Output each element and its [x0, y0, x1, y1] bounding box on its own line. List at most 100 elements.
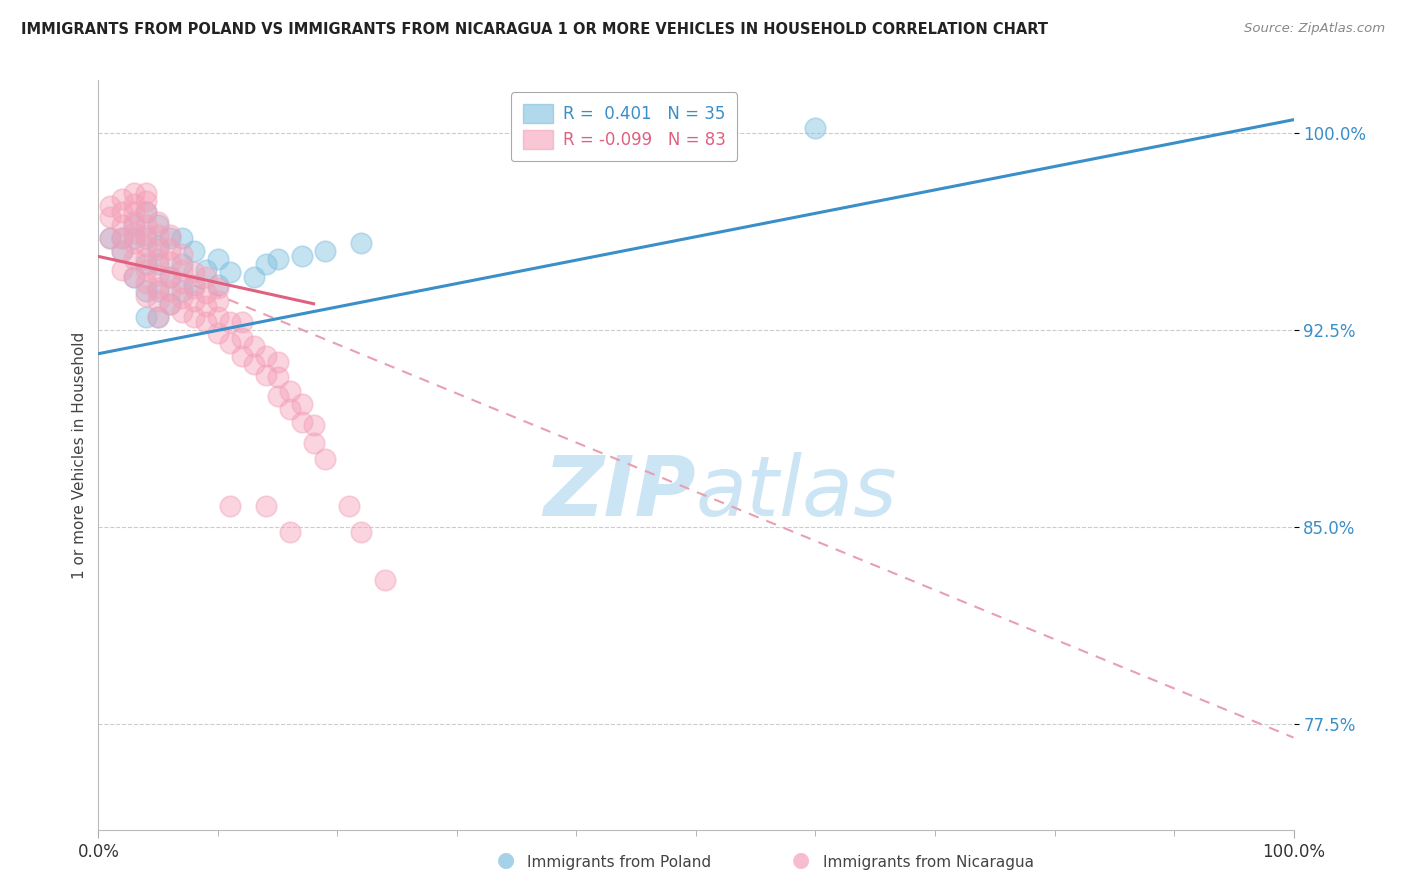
Point — [98, 231, 122, 245]
Point — [278, 401, 301, 416]
Point — [148, 268, 170, 282]
Point — [135, 231, 157, 245]
Point — [135, 218, 157, 232]
Point — [195, 262, 218, 277]
Point — [148, 310, 170, 324]
Point — [207, 281, 229, 295]
Point — [135, 186, 157, 201]
Point — [172, 276, 194, 290]
Point — [172, 292, 194, 306]
Point — [159, 254, 181, 268]
Point — [135, 262, 157, 277]
Point — [124, 204, 146, 219]
Text: IMMIGRANTS FROM POLAND VS IMMIGRANTS FROM NICARAGUA 1 OR MORE VEHICLES IN HOUSEH: IMMIGRANTS FROM POLAND VS IMMIGRANTS FRO… — [21, 22, 1047, 37]
Point — [172, 284, 194, 298]
Point — [135, 310, 157, 324]
Point — [183, 278, 205, 293]
Point — [124, 218, 146, 232]
Point — [254, 368, 277, 382]
Point — [148, 257, 170, 271]
Point — [159, 242, 181, 256]
Point — [124, 270, 146, 285]
Point — [195, 299, 218, 313]
Point — [124, 236, 146, 251]
Point — [172, 231, 194, 245]
Point — [302, 436, 325, 450]
Point — [219, 265, 242, 279]
Text: Immigrants from Poland: Immigrants from Poland — [527, 855, 711, 870]
Point — [159, 231, 181, 245]
Point — [124, 215, 146, 229]
Point — [159, 297, 181, 311]
Point — [804, 120, 827, 135]
Point — [148, 281, 170, 295]
Point — [148, 294, 170, 309]
Point — [254, 349, 277, 363]
Point — [350, 236, 373, 251]
Point — [111, 231, 134, 245]
Point — [124, 186, 146, 201]
Point — [159, 270, 181, 285]
Point — [219, 315, 242, 329]
Point — [111, 204, 134, 219]
Text: ZIP: ZIP — [543, 452, 696, 533]
Point — [135, 194, 157, 209]
Point — [183, 310, 205, 324]
Y-axis label: 1 or more Vehicles in Household: 1 or more Vehicles in Household — [72, 331, 87, 579]
Text: Immigrants from Nicaragua: Immigrants from Nicaragua — [823, 855, 1033, 870]
Point — [195, 286, 218, 301]
Point — [135, 284, 157, 298]
Point — [124, 226, 146, 240]
Point — [231, 349, 253, 363]
Point — [172, 304, 194, 318]
Point — [183, 294, 205, 309]
Point — [159, 228, 181, 243]
Point — [148, 215, 170, 229]
Point — [148, 284, 170, 298]
Point — [231, 331, 253, 345]
Point — [183, 281, 205, 295]
Point — [195, 315, 218, 329]
Point — [243, 339, 266, 353]
Point — [172, 257, 194, 271]
Point — [207, 252, 229, 266]
Point — [231, 315, 253, 329]
Point — [98, 199, 122, 213]
Point — [350, 525, 373, 540]
Point — [207, 294, 229, 309]
Text: ●: ● — [498, 850, 515, 870]
Point — [302, 417, 325, 432]
Point — [315, 244, 337, 259]
Point — [207, 278, 229, 293]
Point — [124, 270, 146, 285]
Point — [111, 192, 134, 206]
Point — [278, 384, 301, 398]
Point — [98, 231, 122, 245]
Point — [254, 499, 277, 513]
Point — [195, 270, 218, 285]
Point — [135, 228, 157, 243]
Point — [267, 354, 290, 368]
Point — [243, 270, 266, 285]
Point — [159, 284, 181, 298]
Point — [291, 397, 314, 411]
Point — [135, 204, 157, 219]
Point — [148, 228, 170, 243]
Point — [148, 239, 170, 253]
Point — [183, 265, 205, 279]
Point — [148, 218, 170, 232]
Text: atlas: atlas — [696, 452, 897, 533]
Point — [172, 262, 194, 277]
Point — [111, 244, 134, 259]
Point — [374, 573, 396, 587]
Point — [291, 415, 314, 429]
Point — [315, 451, 337, 466]
Point — [124, 197, 146, 211]
Point — [219, 499, 242, 513]
Point — [148, 252, 170, 266]
Point — [243, 357, 266, 371]
Point — [135, 252, 157, 266]
Point — [135, 257, 157, 271]
Point — [254, 257, 277, 271]
Text: ●: ● — [793, 850, 810, 870]
